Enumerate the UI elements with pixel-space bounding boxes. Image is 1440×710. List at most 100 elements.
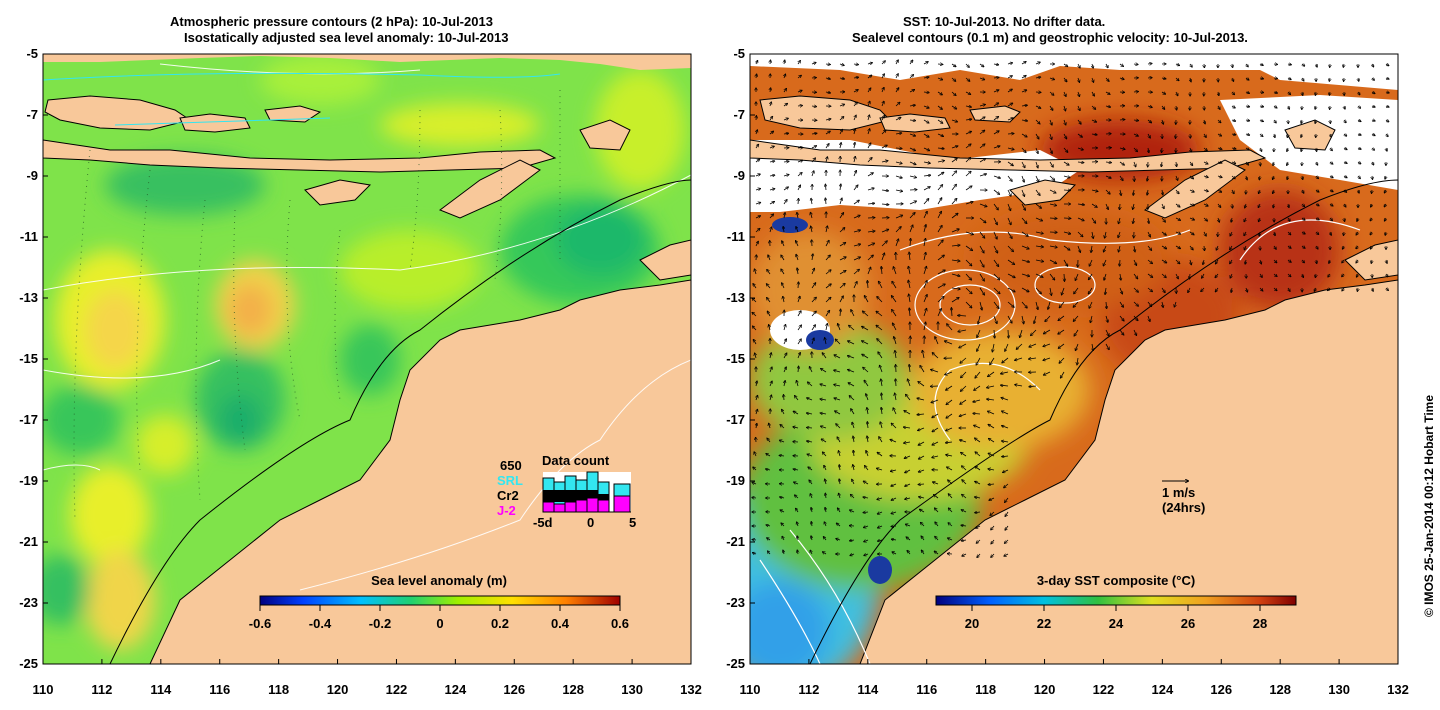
velocity-vector xyxy=(1119,120,1125,121)
velocity-vector xyxy=(890,440,897,443)
velocity-vector xyxy=(919,484,925,485)
velocity-vector xyxy=(1119,78,1124,79)
velocity-vector xyxy=(979,231,985,238)
velocity-vector xyxy=(882,102,884,107)
velocity-vector xyxy=(1372,161,1374,165)
velocity-vector xyxy=(1007,103,1012,107)
velocity-vector xyxy=(909,105,915,106)
velocity-vector xyxy=(1077,245,1080,252)
right-map: 1 m/s (24hrs) 3-day SST composite (°C) 2… xyxy=(726,46,1409,697)
velocity-vector xyxy=(1120,189,1121,195)
velocity-vector xyxy=(769,325,770,331)
velocity-vector xyxy=(892,552,897,554)
velocity-vector xyxy=(993,175,1000,178)
velocity-vector xyxy=(1077,148,1083,150)
velocity-vector xyxy=(962,540,967,541)
velocity-vector xyxy=(1059,357,1065,363)
velocity-vector xyxy=(896,379,897,387)
velocity-vector xyxy=(1344,203,1346,207)
velocity-vector xyxy=(892,282,897,289)
velocity-vector xyxy=(798,297,800,303)
velocity-vector xyxy=(753,284,757,289)
velocity-vector xyxy=(1045,315,1051,321)
velocity-vector xyxy=(976,357,981,365)
velocity-vector xyxy=(1217,120,1221,123)
velocity-vector xyxy=(1201,287,1205,291)
left-title-line1: Atmospheric pressure contours (2 hPa): 1… xyxy=(170,14,493,29)
velocity-vector xyxy=(965,287,972,294)
left-lon-tick-9: 128 xyxy=(562,682,584,697)
velocity-vector xyxy=(1147,231,1150,237)
velocity-vector xyxy=(1315,190,1319,192)
velocity-vector xyxy=(1007,287,1015,292)
right-lon-tick-10: 130 xyxy=(1328,682,1350,697)
velocity-vector xyxy=(780,510,785,512)
velocity-vector xyxy=(1244,217,1246,221)
right-lat-tick-2: -9 xyxy=(733,168,745,183)
velocity-vector xyxy=(1035,287,1041,294)
right-lon-tick-8: 126 xyxy=(1210,682,1232,697)
velocity-vector xyxy=(1274,245,1276,249)
velocity-vector xyxy=(1215,273,1219,277)
velocity-vector xyxy=(784,89,786,93)
velocity-vector xyxy=(989,439,995,443)
right-lon-tick-1: 112 xyxy=(798,682,819,697)
velocity-vector xyxy=(808,467,813,471)
velocity-vector xyxy=(1232,189,1234,193)
velocity-vector xyxy=(923,267,926,275)
velocity-vector xyxy=(895,239,898,247)
velocity-vector xyxy=(770,88,771,93)
velocity-vector xyxy=(1329,190,1333,192)
velocity-vector xyxy=(910,239,911,247)
velocity-vector xyxy=(770,60,771,65)
legend-sat-j2: J-2 xyxy=(497,503,516,518)
velocity-vector xyxy=(979,203,987,207)
velocity-vector xyxy=(975,482,981,485)
velocity-vector xyxy=(965,132,971,135)
right-lat-tick-7: -19 xyxy=(726,473,745,488)
velocity-vector xyxy=(989,497,995,500)
velocity-vector xyxy=(825,198,826,205)
velocity-vector xyxy=(904,427,911,428)
velocity-vector xyxy=(1161,259,1166,263)
left-axes: 110 112 114 116 118 120 122 124 126 128 130 132 -5 -7… xyxy=(19,46,702,697)
velocity-vector xyxy=(821,413,827,414)
velocity-vector xyxy=(1058,315,1065,320)
velocity-vector xyxy=(891,512,897,514)
velocity-vector xyxy=(826,226,827,233)
velocity-vector xyxy=(825,338,826,345)
velocity-vector xyxy=(1231,287,1232,292)
right-colorbar-tick-2: 24 xyxy=(1109,616,1124,631)
velocity-vector xyxy=(1357,148,1361,149)
velocity-vector xyxy=(780,440,785,442)
velocity-vector xyxy=(895,215,902,219)
velocity-vector xyxy=(1105,92,1110,94)
velocity-vector xyxy=(1119,245,1121,252)
velocity-vector xyxy=(1120,273,1121,280)
velocity-vector xyxy=(993,315,997,323)
velocity-vector xyxy=(1216,287,1219,292)
velocity-vector xyxy=(825,92,830,93)
velocity-vector xyxy=(922,550,925,555)
velocity-vector xyxy=(769,131,773,135)
velocity-vector xyxy=(923,199,929,205)
velocity-vector xyxy=(993,287,1000,294)
velocity-vector xyxy=(1274,133,1275,137)
velocity-vector xyxy=(1204,133,1206,137)
velocity-vector xyxy=(1316,176,1318,178)
right-lon-tick-4: 118 xyxy=(975,682,996,697)
velocity-vector xyxy=(1147,119,1151,123)
velocity-vector xyxy=(960,413,967,416)
velocity-vector xyxy=(1063,259,1068,266)
velocity-vector xyxy=(1287,260,1291,262)
velocity-vector xyxy=(1044,329,1051,334)
velocity-vector xyxy=(965,245,972,250)
velocity-vector xyxy=(824,537,827,541)
velocity-vector xyxy=(1344,134,1347,136)
velocity-vector xyxy=(1007,189,1011,196)
left-colorbar-tick-3: 0 xyxy=(436,616,443,631)
velocity-vector xyxy=(977,343,981,351)
left-colorbar-tick-2: -0.2 xyxy=(369,616,391,631)
velocity-vector xyxy=(978,315,981,324)
velocity-vector xyxy=(1005,497,1009,502)
